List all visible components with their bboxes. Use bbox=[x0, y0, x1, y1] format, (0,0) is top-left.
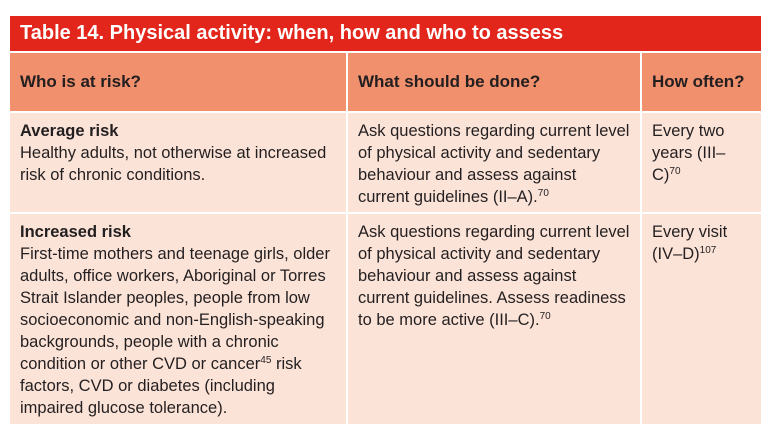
action-text: Ask questions regarding current level of… bbox=[358, 122, 630, 206]
risk-description: Healthy adults, not otherwise at increas… bbox=[20, 144, 327, 184]
header-what-to-do: What should be done? bbox=[348, 53, 640, 111]
table-title: Table 14. Physical activity: when, how a… bbox=[10, 16, 761, 51]
cell-risk-average: Average risk Healthy adults, not otherwi… bbox=[10, 113, 346, 212]
cell-frequency-average: Every two years (III–C)70 bbox=[642, 113, 761, 212]
frequency-text: Every visit (IV–D) bbox=[652, 223, 728, 263]
risk-title: Average risk bbox=[20, 122, 119, 140]
reference: 70 bbox=[539, 311, 551, 322]
cell-frequency-increased: Every visit (IV–D)107 bbox=[642, 214, 761, 424]
cell-action-average: Ask questions regarding current level of… bbox=[348, 113, 640, 212]
reference: 70 bbox=[669, 166, 681, 177]
reference: 70 bbox=[537, 188, 549, 199]
cell-action-increased: Ask questions regarding current level of… bbox=[348, 214, 640, 424]
header-who-at-risk: Who is at risk? bbox=[10, 53, 346, 111]
risk-title: Increased risk bbox=[20, 223, 131, 241]
reference: 107 bbox=[699, 245, 717, 256]
cell-risk-increased: Increased risk First-time mothers and te… bbox=[10, 214, 346, 424]
header-how-often: How often? bbox=[642, 53, 761, 111]
physical-activity-table: Table 14. Physical activity: when, how a… bbox=[10, 16, 761, 424]
risk-description: First-time mothers and teenage girls, ol… bbox=[20, 245, 330, 417]
reference: 45 bbox=[260, 355, 272, 366]
frequency-text: Every two years (III–C) bbox=[652, 122, 726, 184]
action-text: Ask questions regarding current level of… bbox=[358, 223, 630, 329]
